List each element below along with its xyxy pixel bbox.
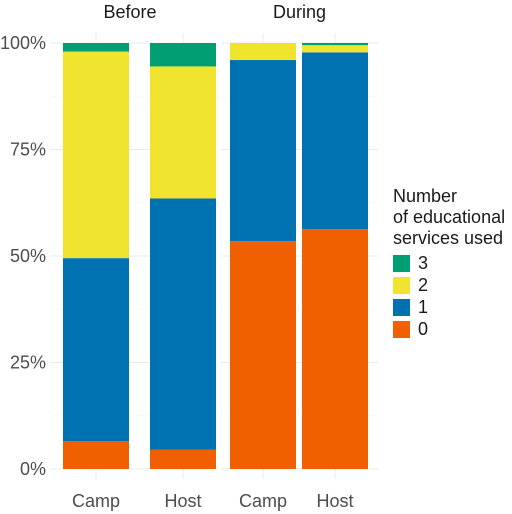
bar-before-camp-3 — [63, 43, 129, 52]
y-tick-label: 100% — [0, 33, 46, 53]
legend-key-3 — [393, 254, 410, 272]
bar-during-host-1 — [302, 52, 368, 230]
x-tick-label-host: Host — [316, 491, 353, 511]
bar-before-host-0 — [150, 449, 216, 469]
x-tick-label-host: Host — [164, 491, 201, 511]
legend-label-3: 3 — [418, 252, 429, 273]
bar-before-camp-0 — [63, 441, 129, 469]
facet-title-before: Before — [103, 2, 156, 22]
bar-during-host-3 — [302, 43, 368, 46]
legend-label-1: 1 — [418, 296, 429, 317]
bar-during-host-0 — [302, 229, 368, 469]
bar-before-host-1 — [150, 198, 216, 450]
legend: Number of educational services used 3 2 … — [393, 186, 505, 340]
bar-during-camp-2 — [230, 43, 296, 61]
bar-during-camp-0 — [230, 241, 296, 469]
y-tick-label: 50% — [10, 246, 46, 266]
legend-label-0: 0 — [418, 318, 429, 339]
legend-key-2 — [393, 276, 410, 294]
x-tick-label-camp: Camp — [239, 491, 287, 511]
y-tick-label: 0% — [20, 459, 46, 479]
bar-before-camp-1 — [63, 258, 129, 442]
facet-title-during: During — [273, 2, 326, 22]
legend-item-1: 1 — [393, 296, 505, 318]
bar-during-host-2 — [302, 45, 368, 53]
legend-item-2: 2 — [393, 274, 505, 296]
legend-item-0: 0 — [393, 318, 505, 340]
y-tick-label: 75% — [10, 140, 46, 160]
legend-item-3: 3 — [393, 252, 505, 274]
bar-before-host-2 — [150, 66, 216, 199]
x-tick-label-camp: Camp — [72, 491, 120, 511]
bar-before-camp-2 — [63, 51, 129, 259]
legend-key-0 — [393, 320, 410, 338]
legend-key-1 — [393, 298, 410, 316]
y-tick-label: 25% — [10, 353, 46, 373]
legend-label-2: 2 — [418, 274, 429, 295]
legend-title: Number of educational services used — [393, 186, 506, 248]
bar-during-camp-1 — [230, 60, 296, 242]
bar-before-host-3 — [150, 43, 216, 67]
